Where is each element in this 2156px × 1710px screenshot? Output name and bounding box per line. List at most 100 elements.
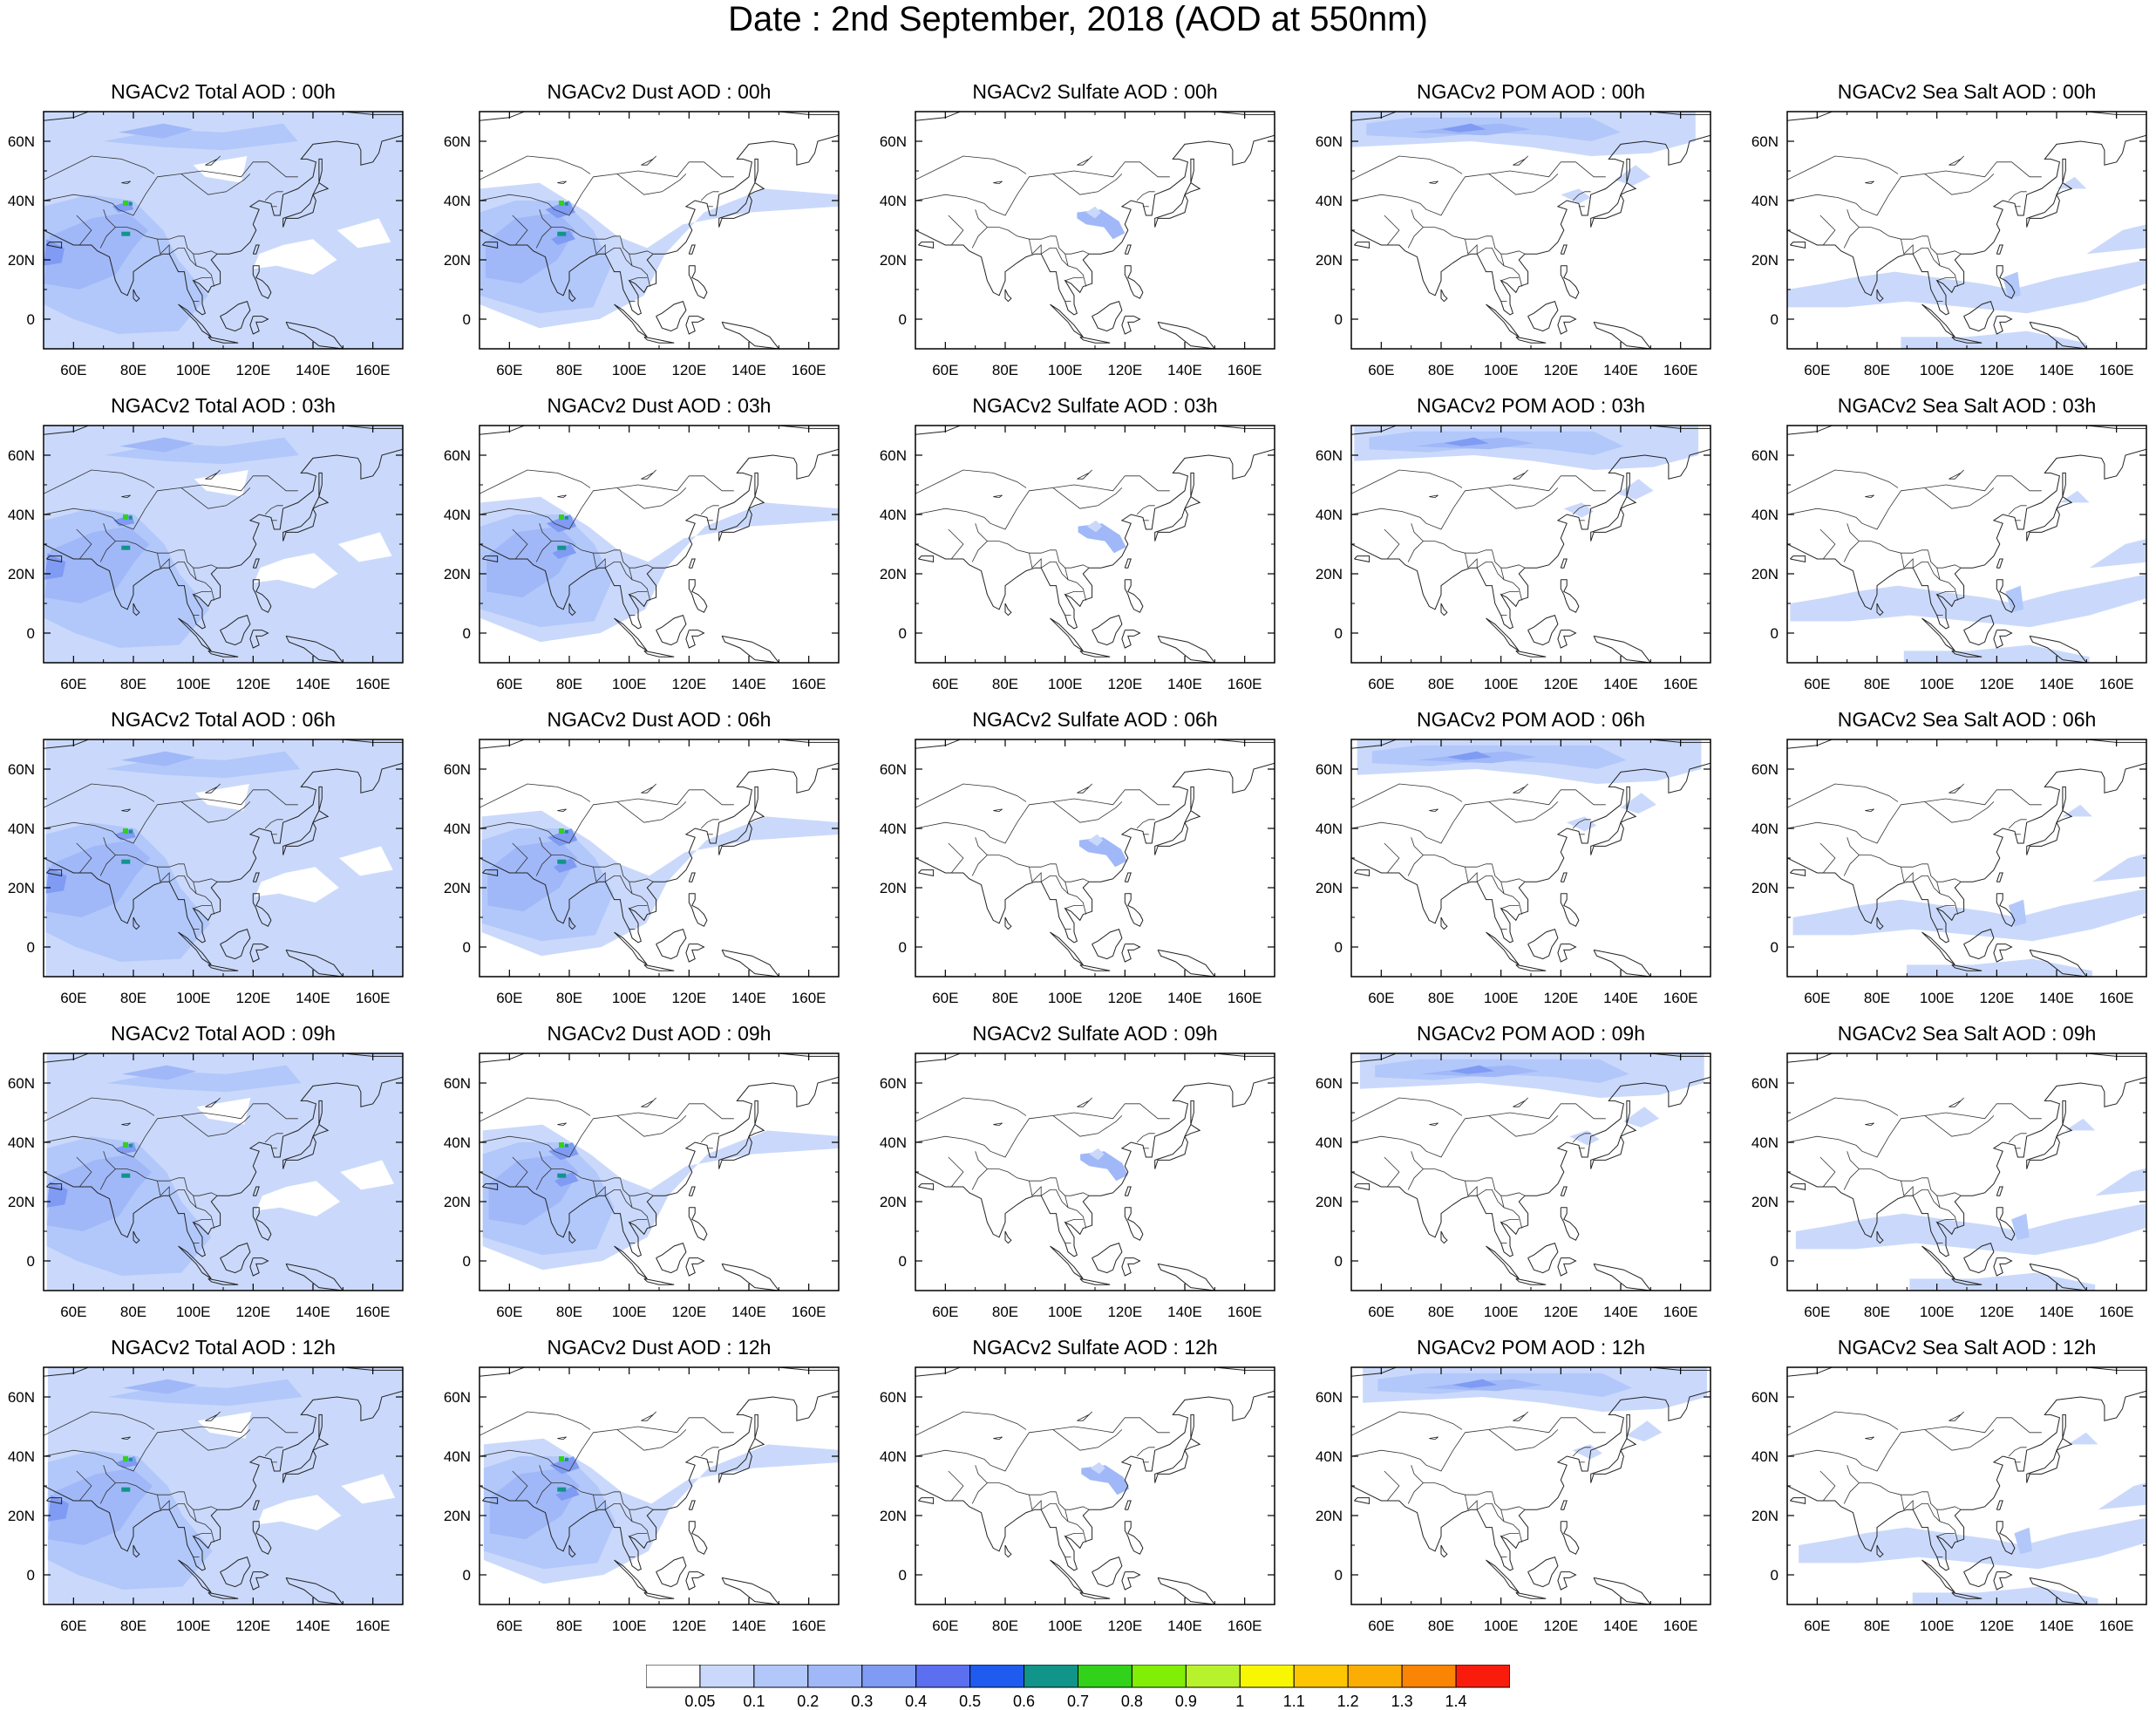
colorbar-box xyxy=(1186,1665,1240,1687)
x-tick-label: 80E xyxy=(992,1304,1018,1320)
y-tick-label: 20N xyxy=(880,880,907,896)
x-tick-label: 80E xyxy=(556,362,582,378)
panel-title: NGACv2 Sea Salt AOD : 06h xyxy=(1787,708,2146,731)
x-tick-label: 140E xyxy=(296,362,330,378)
y-tick-label: 60N xyxy=(880,1075,907,1092)
y-tick-label: 20N xyxy=(1751,252,1779,269)
y-tick-label: 40N xyxy=(880,1134,907,1151)
y-tick-label: 0 xyxy=(899,1567,907,1584)
y-tick-label: 0 xyxy=(1771,1567,1779,1584)
panel-title: NGACv2 POM AOD : 00h xyxy=(1351,80,1711,103)
x-tick-label: 100E xyxy=(1920,990,1955,1006)
x-tick-label: 120E xyxy=(671,1304,706,1320)
y-tick-label: 0 xyxy=(899,1253,907,1270)
x-tick-label: 140E xyxy=(1603,676,1638,692)
x-tick-label: 160E xyxy=(356,362,391,378)
x-tick-label: 160E xyxy=(2099,1304,2134,1320)
colorbar-box xyxy=(1348,1665,1402,1687)
x-tick-label: 80E xyxy=(992,990,1018,1006)
x-tick-label: 140E xyxy=(296,990,330,1006)
x-tick-label: 80E xyxy=(1864,362,1890,378)
y-tick-label: 60N xyxy=(8,447,35,464)
x-tick-label: 80E xyxy=(120,676,146,692)
colorbar-box xyxy=(1024,1665,1078,1687)
y-tick-label: 20N xyxy=(444,566,471,582)
figure-title: Date : 2nd September, 2018 (AOD at 550nm… xyxy=(0,0,2156,38)
y-tick-label: 40N xyxy=(8,193,35,209)
y-tick-label: 60N xyxy=(1316,1075,1343,1092)
y-tick-label: 20N xyxy=(880,1508,907,1524)
aod-hotspot xyxy=(121,546,130,550)
x-tick-label: 60E xyxy=(496,676,522,692)
panel-title: NGACv2 Dust AOD : 03h xyxy=(479,394,839,417)
x-tick-label: 60E xyxy=(1804,1618,1830,1634)
x-tick-label: 120E xyxy=(671,990,706,1006)
y-tick-label: 60N xyxy=(880,447,907,464)
map-background xyxy=(915,112,1275,349)
x-tick-label: 140E xyxy=(296,1618,330,1634)
x-tick-label: 160E xyxy=(792,1618,826,1634)
colorbar-box xyxy=(970,1665,1024,1687)
x-tick-label: 120E xyxy=(671,1618,706,1634)
x-tick-label: 60E xyxy=(1804,1304,1830,1320)
x-tick-label: 140E xyxy=(296,676,330,692)
x-tick-label: 60E xyxy=(60,1304,86,1320)
colorbar-label: 0.5 xyxy=(959,1693,981,1710)
y-tick-label: 0 xyxy=(463,311,471,328)
x-tick-label: 120E xyxy=(1543,362,1578,378)
map-background xyxy=(1787,1367,2146,1604)
x-tick-label: 160E xyxy=(1663,1304,1698,1320)
x-tick-label: 60E xyxy=(1804,990,1830,1006)
x-tick-label: 80E xyxy=(992,1618,1018,1634)
y-tick-label: 60N xyxy=(8,1075,35,1092)
aod-hotspot xyxy=(557,546,566,550)
x-tick-label: 100E xyxy=(612,1618,647,1634)
x-tick-label: 140E xyxy=(296,1304,330,1320)
x-tick-label: 140E xyxy=(1603,362,1638,378)
y-tick-label: 20N xyxy=(8,566,35,582)
y-tick-label: 60N xyxy=(880,1389,907,1406)
panel-title: NGACv2 Sulfate AOD : 00h xyxy=(915,80,1275,103)
x-tick-label: 100E xyxy=(1484,676,1519,692)
panel-title: NGACv2 POM AOD : 06h xyxy=(1351,708,1711,731)
panel-title: NGACv2 Total AOD : 00h xyxy=(44,80,403,103)
x-tick-label: 160E xyxy=(792,1304,826,1320)
map-background xyxy=(915,739,1275,977)
x-tick-label: 100E xyxy=(176,1618,211,1634)
x-tick-label: 60E xyxy=(60,676,86,692)
x-tick-label: 100E xyxy=(1920,1304,1955,1320)
aod-hotspot xyxy=(565,202,568,206)
y-tick-label: 60N xyxy=(1751,447,1779,464)
y-tick-label: 0 xyxy=(1335,939,1343,956)
y-tick-label: 20N xyxy=(880,566,907,582)
y-tick-label: 40N xyxy=(880,1448,907,1465)
aod-hotspot xyxy=(557,1488,566,1492)
y-tick-label: 40N xyxy=(444,821,471,837)
x-tick-label: 120E xyxy=(235,990,270,1006)
colorbar-box xyxy=(916,1665,970,1687)
colorbar-label: 0.8 xyxy=(1121,1693,1143,1710)
x-tick-label: 160E xyxy=(1663,990,1698,1006)
y-tick-label: 20N xyxy=(8,880,35,896)
x-tick-label: 100E xyxy=(176,676,211,692)
panel-title: NGACv2 Total AOD : 06h xyxy=(44,708,403,731)
y-tick-label: 20N xyxy=(1316,1194,1343,1210)
x-tick-label: 80E xyxy=(1864,990,1890,1006)
x-tick-label: 140E xyxy=(1603,1304,1638,1320)
y-tick-label: 60N xyxy=(1316,133,1343,150)
y-tick-label: 0 xyxy=(899,625,907,642)
x-tick-label: 120E xyxy=(1979,1618,2014,1634)
map-background xyxy=(1787,739,2146,977)
x-tick-label: 80E xyxy=(1428,362,1454,378)
